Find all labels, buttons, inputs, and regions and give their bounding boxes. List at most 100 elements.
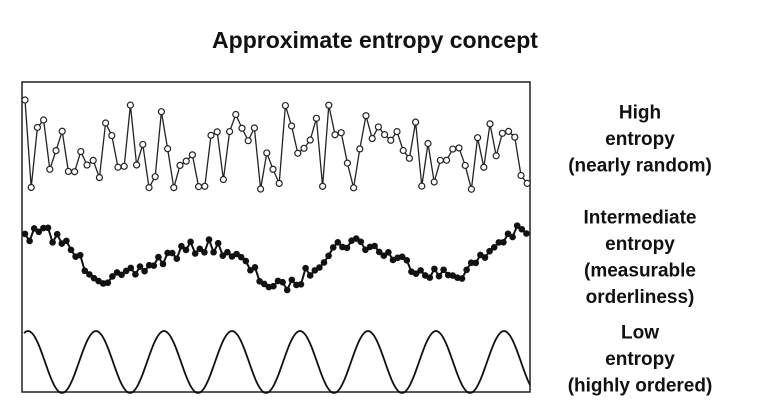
high-point	[83, 161, 91, 169]
frame	[21, 81, 531, 393]
trace-label: Low	[621, 323, 659, 344]
high-point	[405, 154, 413, 162]
mid-point	[159, 260, 167, 268]
mid-point	[270, 282, 277, 290]
high-point	[412, 118, 420, 126]
mid-point	[412, 270, 420, 277]
high-point	[337, 129, 345, 137]
mid-point	[86, 271, 93, 278]
high-point	[387, 136, 395, 144]
mid-point	[178, 242, 185, 250]
high-point	[151, 173, 159, 181]
high-point	[418, 182, 426, 190]
mid-point	[463, 266, 470, 274]
mid-point	[435, 272, 443, 280]
high-point	[449, 145, 457, 153]
mid-point	[63, 237, 70, 245]
mid-point	[141, 267, 148, 275]
mid-point	[385, 249, 392, 256]
trace-label: orderliness)	[586, 287, 695, 308]
mid-point	[371, 242, 378, 250]
high-point	[58, 127, 66, 135]
mid-point	[486, 247, 493, 255]
high-point	[368, 134, 376, 143]
mid-point	[132, 271, 139, 278]
mid-point	[53, 230, 61, 238]
high-point	[312, 114, 320, 122]
mid-point	[219, 252, 227, 259]
mid-point	[168, 249, 176, 257]
high-point	[325, 101, 333, 109]
mid-point	[403, 257, 411, 264]
trace-label: High	[619, 103, 661, 124]
mid-point	[490, 244, 498, 251]
high-point	[443, 156, 451, 164]
high-point	[362, 112, 370, 120]
mid-point	[182, 246, 190, 254]
high-point	[101, 119, 110, 127]
mid-point	[173, 255, 181, 262]
high-point	[77, 147, 85, 156]
mid-point	[329, 244, 337, 251]
mid-point	[242, 257, 250, 265]
mid-point	[316, 264, 323, 271]
mid-point	[495, 239, 503, 246]
mid-point	[334, 238, 342, 246]
high-point	[120, 162, 128, 170]
mid-point	[30, 225, 38, 232]
mid-point	[279, 278, 286, 286]
high-point	[374, 123, 382, 131]
high-point	[89, 156, 97, 165]
high-point	[108, 131, 116, 140]
high-point	[505, 127, 513, 136]
high-point	[238, 124, 246, 132]
mid-point	[302, 264, 309, 272]
trace-label: (highly ordered)	[568, 376, 713, 397]
mid-point	[440, 266, 447, 274]
mid-point	[426, 274, 434, 281]
mid-point	[523, 230, 530, 237]
trace-label: entropy	[605, 349, 675, 370]
mid-point	[325, 252, 332, 260]
mid-point	[67, 246, 75, 254]
high-point	[474, 134, 482, 142]
trace-label: entropy	[605, 129, 675, 150]
high-point	[114, 163, 122, 171]
high-point	[157, 108, 165, 116]
mid-point	[251, 263, 259, 271]
mid-point	[431, 265, 438, 273]
high-point	[219, 175, 227, 184]
high-point	[288, 122, 296, 130]
high-point	[133, 161, 141, 169]
high-point	[511, 133, 519, 141]
high-point	[356, 145, 364, 153]
mid-point	[343, 244, 351, 252]
mid-point	[49, 239, 56, 246]
mid-point	[458, 275, 466, 282]
high-point	[176, 161, 184, 170]
high-point	[263, 149, 271, 157]
high-point	[139, 140, 147, 149]
low-trace	[23, 330, 531, 394]
high-point	[39, 116, 48, 124]
high-point	[244, 137, 252, 145]
high-point	[300, 144, 308, 152]
high-point	[461, 161, 469, 170]
high-point	[424, 139, 432, 148]
high-point	[523, 179, 531, 187]
high-point	[393, 127, 401, 136]
high-point	[486, 120, 494, 128]
high-point	[350, 184, 358, 192]
high-point	[201, 182, 209, 190]
high-point	[95, 173, 104, 182]
trace-label: (nearly random)	[568, 156, 712, 177]
high-point	[269, 165, 277, 173]
mid-point	[306, 272, 314, 279]
high-point	[27, 183, 35, 192]
high-point	[319, 182, 327, 190]
mid-point	[500, 238, 507, 246]
traces	[21, 96, 531, 394]
high-point	[480, 163, 488, 171]
mid-point	[357, 238, 365, 246]
high-point	[281, 101, 289, 110]
